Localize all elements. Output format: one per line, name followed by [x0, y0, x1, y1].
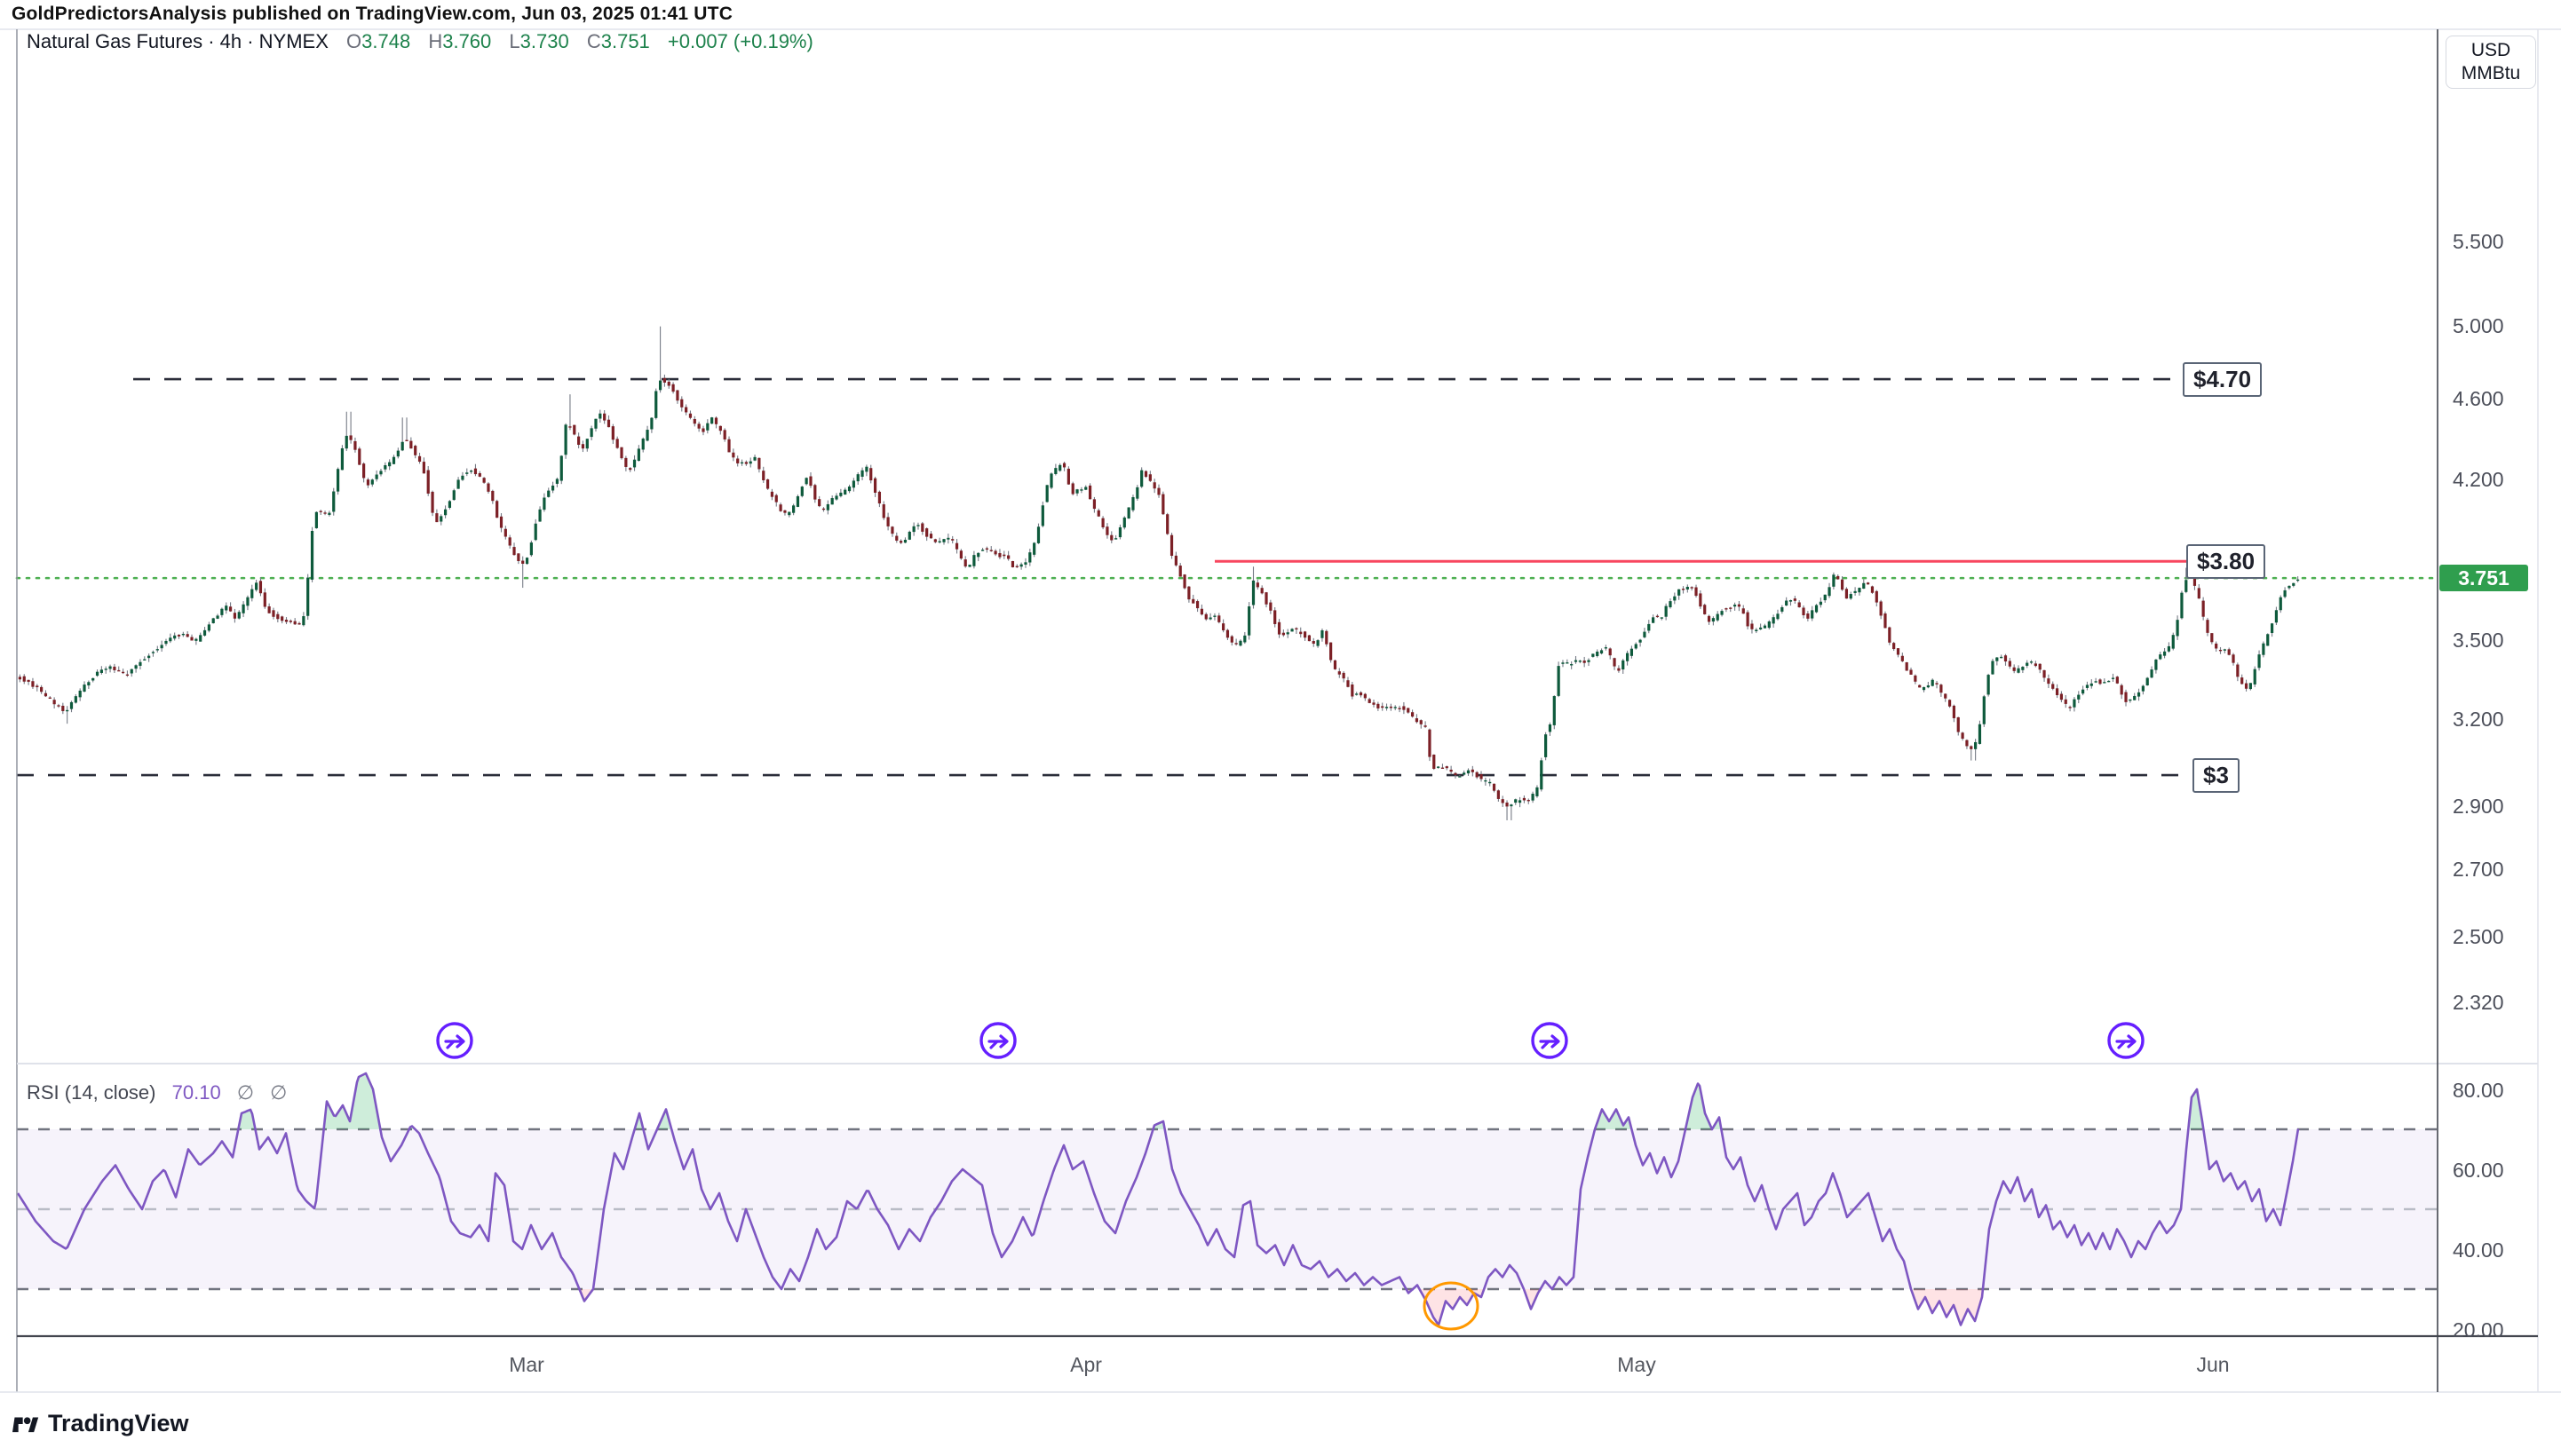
- time-label-may: May: [1617, 1353, 1656, 1376]
- rsi-overbought-fill: [325, 1073, 380, 1129]
- rsi-band: [17, 1129, 2438, 1289]
- ohlc-low-label: L: [509, 30, 520, 52]
- level-label-470[interactable]: $4.70: [2183, 362, 2263, 398]
- rsi-smoothing-empty-icon: ∅: [236, 1081, 254, 1104]
- ohlc-close-value: 3.751: [600, 30, 650, 52]
- rsi-legend-value: 70.10: [171, 1081, 221, 1104]
- unit-currency: USD: [2470, 40, 2511, 60]
- time-label-jun: Jun: [2196, 1353, 2230, 1376]
- rsi-smoothing-empty-icon: ∅: [270, 1081, 288, 1104]
- ohlc-low-value: 3.730: [519, 30, 569, 52]
- rsi-tick-20.00: 20.00: [2453, 1318, 2504, 1341]
- level-label-3[interactable]: $3: [2192, 758, 2240, 794]
- ohlc-close-label: C: [586, 30, 601, 52]
- contract-rollover-icon[interactable]: [2107, 1022, 2145, 1059]
- price-tick-4.600: 4.600: [2453, 387, 2504, 411]
- price-tick-3.200: 3.200: [2453, 707, 2504, 731]
- time-label-apr: Apr: [1070, 1353, 1102, 1376]
- rsi-tick-80.00: 80.00: [2453, 1079, 2504, 1102]
- price-tick-5.500: 5.500: [2453, 229, 2504, 253]
- unit-measure: MMBtu: [2461, 63, 2521, 83]
- candles: [18, 326, 2300, 820]
- tradingview-logo-icon: [12, 1416, 39, 1432]
- ohlc-high-label: H: [428, 30, 443, 52]
- price-tick-3.500: 3.500: [2453, 628, 2504, 652]
- price-tick-5.000: 5.000: [2453, 313, 2504, 337]
- contract-rollover-icon[interactable]: [979, 1022, 1017, 1059]
- tradingview-brand-text: TradingView: [48, 1410, 189, 1436]
- price-tick-4.200: 4.200: [2453, 467, 2504, 491]
- ohlc-high-value: 3.760: [442, 30, 492, 52]
- rsi-overbought-fill: [659, 1109, 671, 1129]
- price-tick-2.320: 2.320: [2453, 991, 2504, 1015]
- time-label-mar: Mar: [509, 1353, 544, 1376]
- rsi-tick-40.00: 40.00: [2453, 1238, 2504, 1262]
- rsi-tick-60.00: 60.00: [2453, 1159, 2504, 1182]
- symbol-title[interactable]: Natural Gas Futures · 4h · NYMEX: [27, 30, 329, 52]
- rsi-overbought-fill: [1687, 1083, 1710, 1129]
- ohlc-open-value: 3.748: [361, 30, 411, 52]
- price-tick-2.700: 2.700: [2453, 857, 2504, 881]
- price-change: +0.007 (+0.19%): [667, 30, 813, 52]
- oversold-highlight-circle[interactable]: [1423, 1281, 1479, 1331]
- price-axis-unit-box: USD MMBtu: [2446, 36, 2536, 89]
- level-label-380[interactable]: $3.80: [2186, 544, 2266, 580]
- footer-brand[interactable]: TradingView: [12, 1410, 189, 1437]
- rsi-line: [16, 1072, 2300, 1326]
- last-price-badge: 3.751: [2439, 565, 2528, 592]
- price-tick-2.500: 2.500: [2453, 925, 2504, 949]
- rsi-legend-name[interactable]: RSI (14, close): [27, 1081, 156, 1104]
- rsi-oversold-fill: [1913, 1289, 1982, 1325]
- contract-rollover-icon[interactable]: [436, 1022, 473, 1059]
- symbol-legend[interactable]: Natural Gas Futures · 4h · NYMEX O3.748 …: [27, 30, 813, 53]
- rsi-overbought-fill: [240, 1109, 254, 1129]
- rsi-legend[interactable]: RSI (14, close) 70.10 ∅ ∅: [27, 1081, 287, 1104]
- rsi-overbought-fill: [2190, 1089, 2202, 1129]
- ohlc-open-label: O: [346, 30, 362, 52]
- price-tick-2.900: 2.900: [2453, 794, 2504, 818]
- header-title: GoldPredictorsAnalysis published on Trad…: [12, 4, 733, 24]
- contract-rollover-icon[interactable]: [1531, 1022, 1568, 1059]
